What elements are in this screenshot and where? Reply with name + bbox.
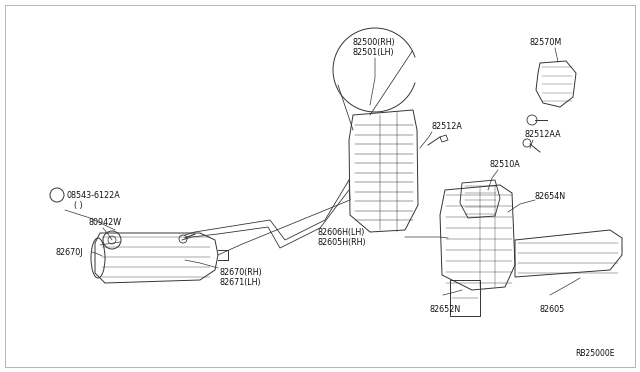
Text: 82501(LH): 82501(LH) <box>353 48 395 57</box>
Text: 82570M: 82570M <box>530 38 563 47</box>
Text: ( ): ( ) <box>74 201 83 210</box>
Text: 82605: 82605 <box>540 305 565 314</box>
Text: 82654N: 82654N <box>535 192 566 201</box>
Text: 82605H(RH): 82605H(RH) <box>318 238 367 247</box>
Text: 82652N: 82652N <box>430 305 461 314</box>
Text: 82512A: 82512A <box>432 122 463 131</box>
Text: 80942W: 80942W <box>88 218 121 227</box>
Text: 82512AA: 82512AA <box>525 130 562 139</box>
Bar <box>450 280 480 316</box>
Text: RB25000E: RB25000E <box>575 349 615 358</box>
Text: 82510A: 82510A <box>490 160 521 169</box>
Text: 82670J: 82670J <box>55 248 83 257</box>
Text: 82606H(LH): 82606H(LH) <box>318 228 365 237</box>
Text: 08543-6122A: 08543-6122A <box>66 191 120 200</box>
Text: 82670(RH): 82670(RH) <box>220 268 263 277</box>
Text: 82500(RH): 82500(RH) <box>353 38 396 47</box>
Text: 82671(LH): 82671(LH) <box>220 278 262 287</box>
